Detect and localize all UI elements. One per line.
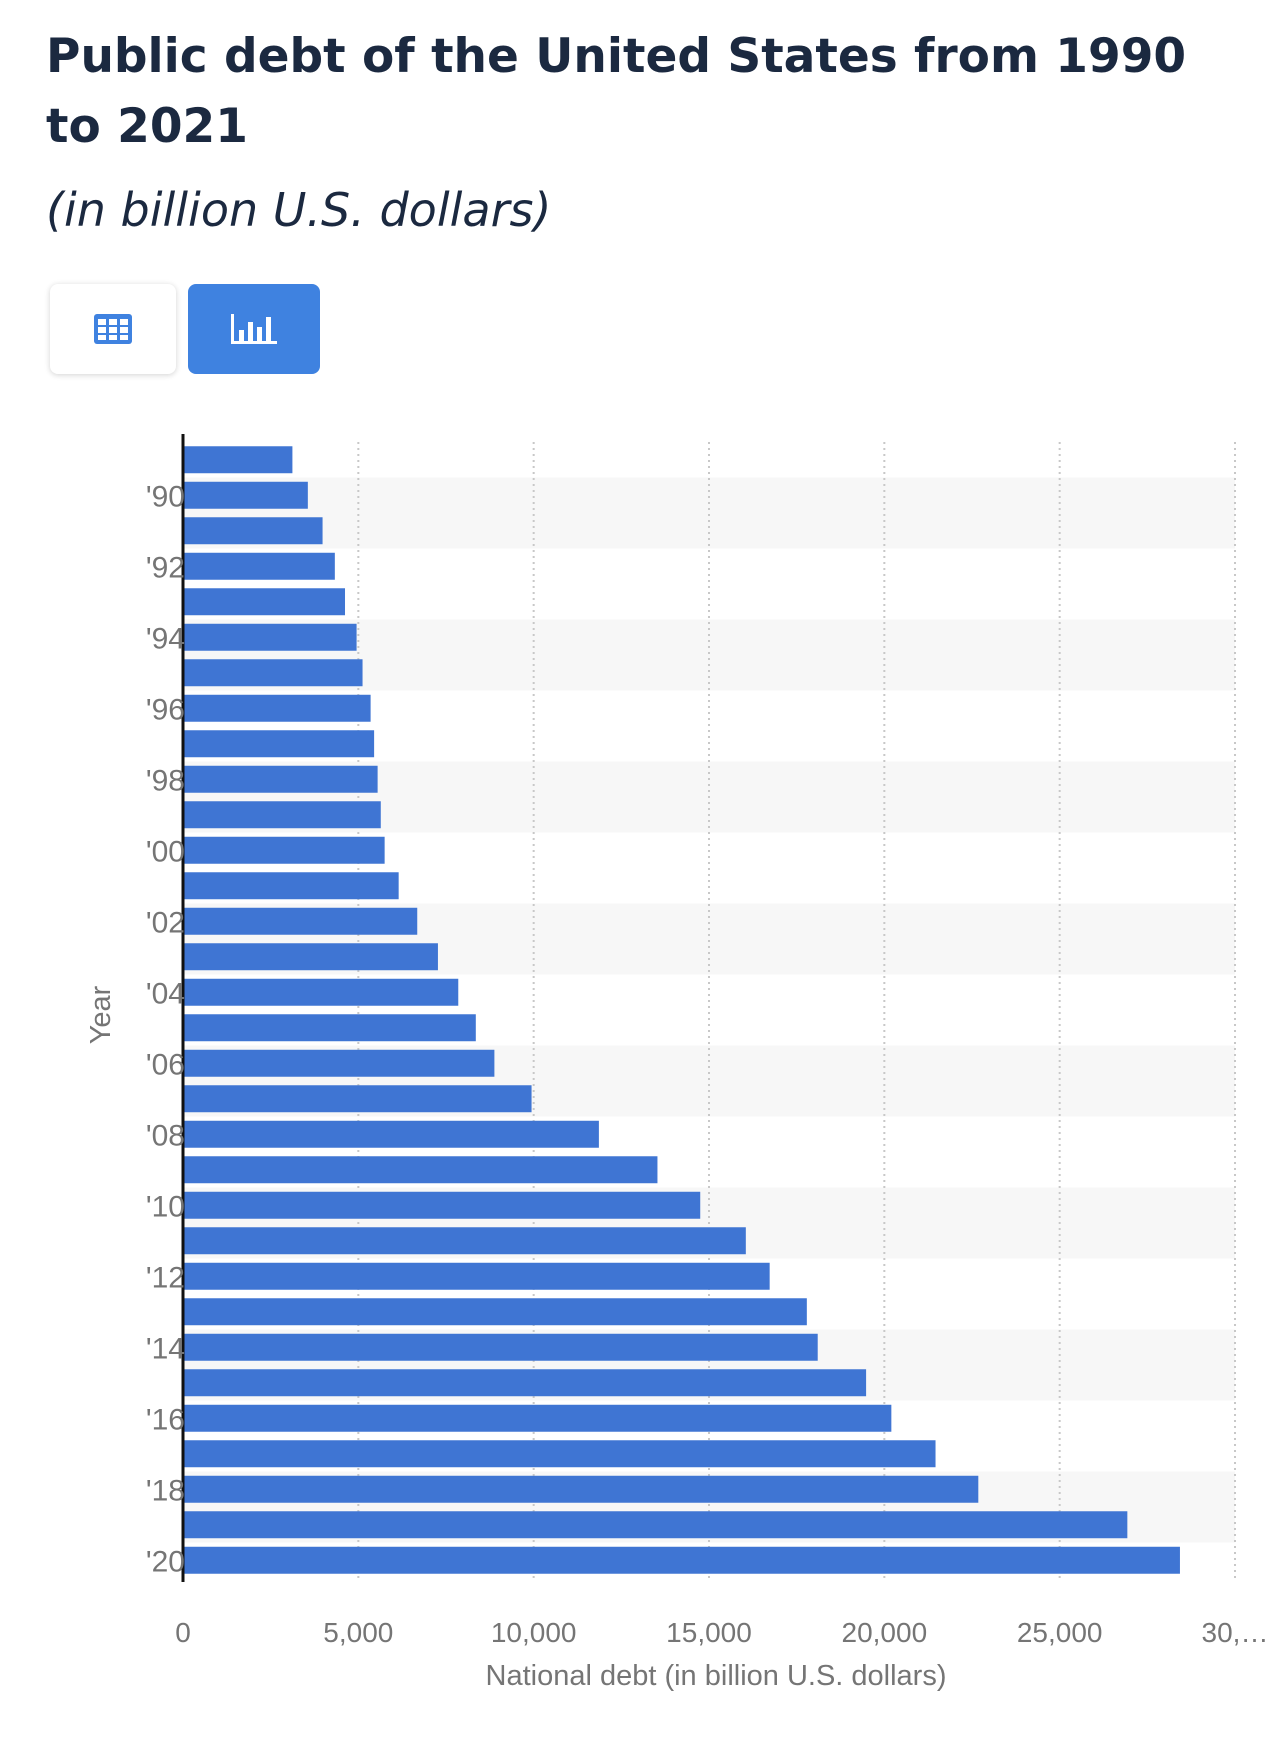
x-tick-label: 25,000	[1017, 1617, 1103, 1648]
x-tick-label: 30,…	[1202, 1617, 1269, 1648]
bar	[183, 623, 357, 651]
bar	[183, 1298, 807, 1326]
bar	[183, 765, 378, 793]
x-tick-label: 10,000	[491, 1617, 577, 1648]
y-tick-label: '00	[146, 835, 185, 868]
y-tick-label: '16	[146, 1403, 185, 1436]
bar	[183, 446, 293, 474]
bar	[183, 1546, 1180, 1574]
bar	[183, 1475, 979, 1503]
y-tick-label: '06	[146, 1048, 185, 1081]
y-tick-label: '18	[146, 1474, 185, 1507]
x-tick-label: 5,000	[323, 1617, 393, 1648]
y-tick-label: '92	[146, 551, 185, 584]
bar-chart-icon	[231, 314, 277, 344]
bar	[183, 1085, 532, 1113]
chart-title: Public debt of the United States from 19…	[46, 29, 1187, 154]
bar	[183, 1404, 892, 1432]
bar	[183, 1440, 936, 1468]
chart-subtitle: (in billion U.S. dollars)	[46, 183, 552, 237]
x-tick-label: 20,000	[842, 1617, 928, 1648]
bar-chart: '90 '92 '94 '96 '98 '00 '02 '04 '06 '08 '10 '12 '14 '…	[85, 434, 1269, 1692]
bar	[183, 1120, 599, 1148]
bar	[183, 943, 438, 971]
bar	[183, 1227, 746, 1255]
bar	[183, 836, 385, 864]
bar	[183, 659, 363, 687]
bar	[183, 872, 399, 900]
bar	[183, 978, 459, 1006]
bar	[183, 517, 323, 545]
y-tick-label: '04	[146, 977, 185, 1010]
y-tick-label: '20	[146, 1545, 185, 1578]
bar	[183, 694, 371, 722]
bar	[183, 1014, 476, 1042]
bar	[183, 588, 346, 616]
bar	[183, 1369, 867, 1397]
bar	[183, 1049, 495, 1077]
y-tick-label: '08	[146, 1119, 185, 1152]
table-view-button[interactable]	[50, 284, 176, 374]
bar	[183, 1262, 770, 1290]
bar	[183, 801, 381, 829]
background-band	[183, 477, 1235, 549]
y-tick-label: '98	[146, 764, 185, 797]
bar	[183, 1156, 658, 1184]
y-tick-label: '10	[146, 1190, 185, 1223]
bar	[183, 1333, 818, 1361]
y-tick-label: '14	[146, 1332, 185, 1365]
chart-view-button[interactable]	[188, 284, 320, 374]
y-tick-label: '96	[146, 693, 185, 726]
bar	[183, 1191, 701, 1219]
bar	[183, 1511, 1128, 1539]
bar	[183, 907, 418, 935]
y-tick-label: '90	[146, 480, 185, 513]
bar	[183, 481, 308, 509]
x-axis-title: National debt (in billion U.S. dollars)	[486, 1660, 947, 1692]
y-tick-label: '02	[146, 906, 185, 939]
x-tick-label: 0	[175, 1617, 191, 1648]
x-tick-label: 15,000	[666, 1617, 752, 1648]
table-icon	[94, 314, 132, 344]
bar	[183, 552, 335, 580]
bar	[183, 730, 375, 758]
y-tick-label: '12	[146, 1261, 185, 1294]
y-tick-label: '94	[146, 622, 185, 655]
y-axis-title: Year	[85, 985, 117, 1044]
